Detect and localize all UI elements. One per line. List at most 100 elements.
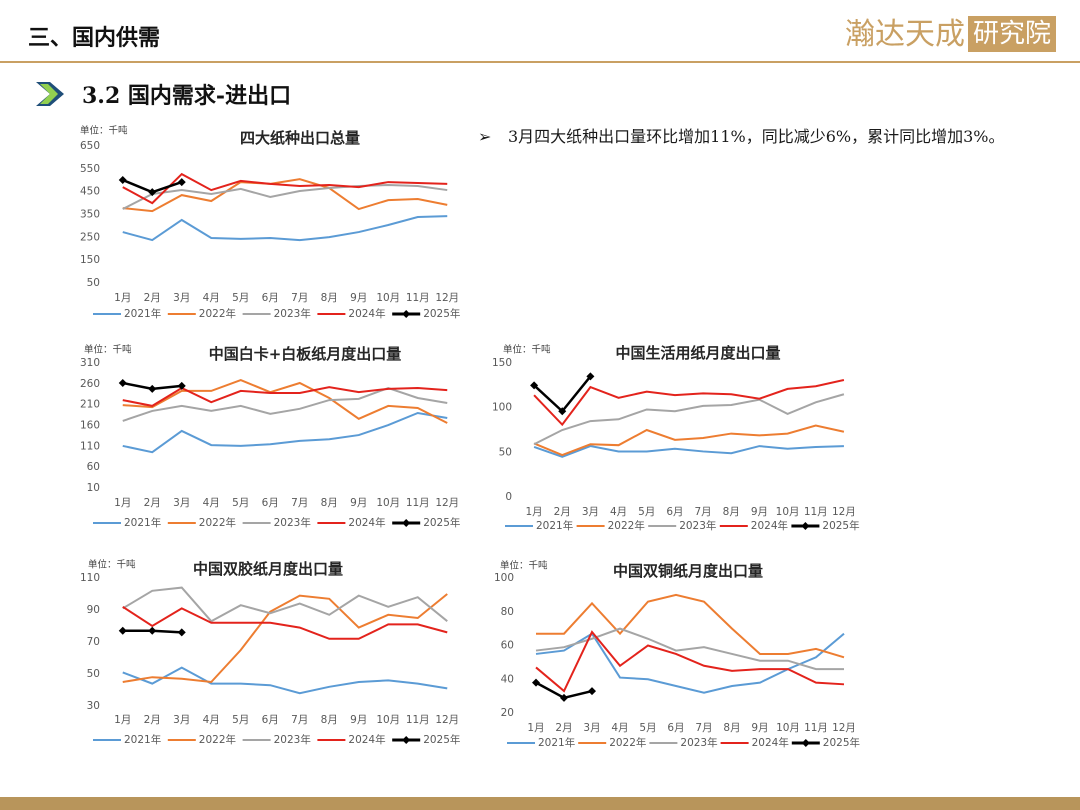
logo-box-text: 研究院: [973, 19, 1051, 49]
y-tick-label: 20: [501, 707, 514, 719]
y-tick-label: 110: [80, 440, 100, 452]
series-line: [533, 378, 845, 427]
series-line: [122, 586, 448, 623]
series-line: [535, 632, 845, 694]
y-tick-label: 30: [87, 700, 100, 712]
x-tick-label: 9月: [350, 714, 367, 726]
x-tick-label: 3月: [583, 722, 600, 734]
x-tick-label: 1月: [525, 506, 542, 518]
x-tick-label: 8月: [321, 497, 338, 509]
x-tick-label: 11月: [804, 722, 828, 734]
x-tick-label: 4月: [203, 292, 220, 304]
data-point: [118, 626, 127, 635]
x-tick-label: 5月: [638, 506, 655, 518]
x-tick-label: 4月: [611, 722, 628, 734]
legend-label: 2021年: [538, 736, 575, 749]
legend-label: 2023年: [274, 307, 311, 320]
series-line: [122, 184, 448, 210]
y-tick-label: 90: [87, 604, 100, 616]
y-tick-label: 650: [80, 140, 100, 152]
logo-text: 瀚达天成: [845, 17, 965, 52]
x-tick-label: 8月: [321, 714, 338, 726]
x-tick-label: 12月: [435, 714, 459, 726]
y-tick-label: 60: [501, 640, 514, 652]
y-tick-label: 450: [80, 186, 100, 198]
series-line: [122, 178, 448, 213]
y-tick-label: 110: [80, 572, 100, 584]
bullet-symbol: ➢: [478, 127, 492, 146]
x-tick-label: 10月: [376, 714, 400, 726]
data-point: [588, 687, 596, 696]
x-tick-label: 2月: [144, 497, 161, 509]
y-tick-label: 80: [501, 606, 514, 618]
unit-label: 单位：千吨: [503, 344, 551, 356]
legend-label: 2025年: [823, 736, 860, 749]
legend-label: 2022年: [199, 516, 236, 529]
x-tick-label: 9月: [350, 497, 367, 509]
x-tick-label: 6月: [262, 497, 279, 509]
y-tick-label: 50: [499, 446, 512, 458]
y-tick-label: 60: [87, 461, 100, 473]
data-point: [532, 678, 540, 687]
legend-marker: [402, 736, 411, 744]
series-line: [122, 593, 448, 684]
x-tick-label: 12月: [832, 722, 856, 734]
legend-label: 2023年: [274, 733, 311, 746]
data-point: [560, 693, 568, 702]
x-tick-label: 8月: [723, 722, 740, 734]
legend-label: 2025年: [423, 733, 460, 746]
chart-title: 中国双铜纸月度出口量: [613, 562, 763, 580]
x-tick-label: 11月: [406, 497, 430, 509]
data-point: [530, 381, 539, 390]
x-tick-label: 1月: [527, 722, 544, 734]
y-tick-label: 50: [87, 668, 100, 680]
x-tick-label: 8月: [723, 506, 740, 518]
y-tick-label: 310: [80, 357, 100, 369]
series-line: [533, 393, 845, 446]
chart-title: 中国双胶纸月度出口量: [193, 560, 343, 578]
x-tick-label: 12月: [435, 497, 459, 509]
series-line: [536, 593, 845, 659]
chart-title: 四大纸种出口总量: [240, 129, 360, 147]
legend-label: 2023年: [679, 519, 716, 532]
x-tick-label: 4月: [203, 497, 220, 509]
legend-marker: [801, 739, 810, 747]
series-line: [533, 424, 845, 457]
series-line: [122, 386, 448, 407]
x-tick-label: 2月: [554, 506, 571, 518]
x-tick-label: 7月: [291, 497, 308, 509]
x-tick-label: 6月: [262, 292, 279, 304]
y-tick-label: 100: [492, 402, 512, 414]
x-tick-label: 7月: [291, 714, 308, 726]
unit-label: 单位：千吨: [88, 559, 136, 571]
data-point: [148, 188, 157, 197]
y-tick-label: 0: [505, 491, 512, 503]
x-tick-label: 10月: [776, 506, 800, 518]
x-tick-label: 7月: [694, 506, 711, 518]
x-tick-label: 1月: [114, 292, 131, 304]
series-line: [122, 215, 448, 242]
y-tick-label: 150: [492, 357, 512, 369]
x-tick-label: 6月: [667, 722, 684, 734]
legend-label: 2024年: [752, 736, 789, 749]
x-tick-label: 7月: [291, 292, 308, 304]
legend-label: 2024年: [751, 519, 788, 532]
x-tick-label: 2月: [555, 722, 572, 734]
y-tick-label: 160: [80, 420, 100, 432]
legend-label: 2021年: [124, 516, 161, 529]
x-tick-label: 4月: [610, 506, 627, 518]
data-point: [177, 381, 186, 390]
series-line: [533, 375, 592, 414]
x-tick-label: 9月: [751, 506, 768, 518]
unit-label: 单位：千吨: [500, 560, 548, 572]
x-tick-label: 9月: [751, 722, 768, 734]
x-tick-label: 12月: [435, 292, 459, 304]
x-tick-label: 3月: [582, 506, 599, 518]
x-tick-label: 1月: [114, 497, 131, 509]
x-tick-label: 10月: [776, 722, 800, 734]
x-tick-label: 1月: [114, 714, 131, 726]
x-tick-label: 10月: [376, 292, 400, 304]
series-line: [535, 630, 845, 693]
series-line: [122, 605, 448, 640]
